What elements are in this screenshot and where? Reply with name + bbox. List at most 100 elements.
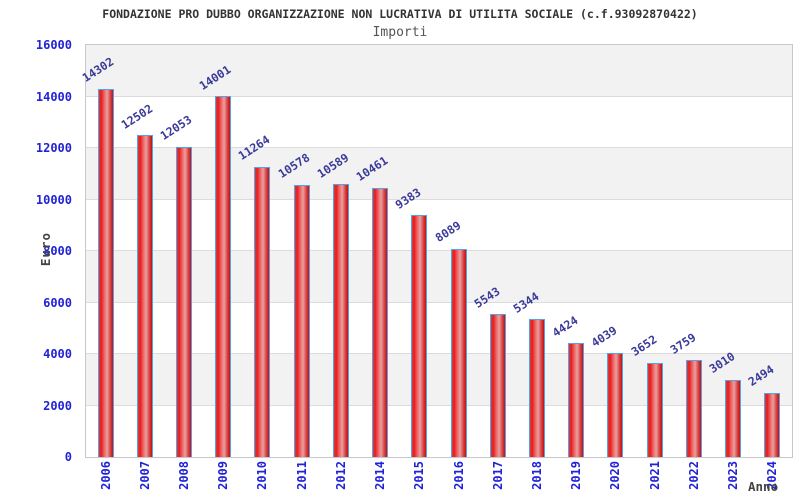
x-tick-2015: 2015: [400, 461, 439, 500]
y-axis-label: Euro: [38, 232, 53, 267]
bar-value-label: 14001: [196, 62, 234, 93]
x-tick-label: 2007: [137, 461, 152, 490]
y-tick-label: 8000: [43, 244, 72, 258]
x-tick-label: 2023: [726, 461, 741, 490]
x-tick-2008: 2008: [164, 461, 203, 500]
x-axis-ticks: 2006 2007 2008 2009 2010 2011 2012 2014 2015 2016…: [86, 461, 792, 500]
y-tick-label: 12000: [35, 141, 72, 155]
chart-subtitle: Importi: [372, 25, 428, 40]
x-tick-label: 2018: [530, 461, 545, 490]
bar-2024: [764, 392, 781, 457]
bar-slot-2018: 5344: [511, 45, 556, 457]
y-tick-label: 4000: [43, 347, 72, 361]
x-tick-label: 2008: [177, 461, 192, 490]
bar-2010: [254, 166, 271, 457]
bar-value-label: 12053: [157, 112, 195, 144]
x-tick-2009: 2009: [204, 461, 243, 500]
x-tick-2022: 2022: [674, 461, 713, 500]
bar-2022: [685, 360, 702, 457]
x-tick-label: 2009: [216, 461, 231, 490]
x-tick-label: 2020: [608, 461, 623, 490]
bar-slot-2014: 10461: [354, 45, 400, 457]
grid-band: [86, 302, 792, 354]
chart-title: FONDAZIONE PRO DUBBO ORGANIZZAZIONE NON …: [102, 7, 698, 21]
bars-container: 14302 12502 12053 14001 11264 10578 10589 10461…: [79, 45, 792, 457]
x-tick-2011: 2011: [282, 461, 321, 500]
x-tick-2012: 2012: [321, 461, 360, 500]
plot-area: 14302 12502 12053 14001 11264 10578 10589 10461…: [79, 44, 793, 458]
bar-slot-2011: 10578: [275, 45, 321, 457]
bar-slot-2016: 8089: [432, 45, 478, 457]
bar-2014: [372, 187, 389, 457]
x-tick-2010: 2010: [243, 461, 282, 500]
bar-value-label: 12502: [118, 100, 156, 132]
bar-value-label: 11264: [236, 132, 273, 164]
bar-slot-2017: 5543: [471, 45, 517, 457]
bar-slot-2006: 14302: [79, 45, 125, 457]
bar-2016: [450, 248, 467, 457]
y-tick-label: 14000: [35, 89, 72, 104]
bar-value-label: 10589: [314, 150, 352, 181]
grid-band: [86, 148, 792, 200]
bar-slot-2012: 10589: [315, 45, 360, 457]
bar-2018: [529, 319, 546, 457]
grid-band: [86, 96, 792, 148]
bar-slot-2008: 12053: [158, 45, 203, 457]
bar-2020: [607, 353, 624, 457]
bar-value-label: 10461: [353, 153, 391, 185]
grid-band: [86, 354, 792, 406]
bar-2006: [97, 88, 114, 457]
bar-2023: [725, 379, 742, 457]
x-tick-label: 2021: [647, 461, 662, 490]
bar-slot-2019: 4424: [550, 45, 596, 457]
x-tick-label: 2016: [451, 461, 466, 490]
x-tick-label: 2010: [255, 461, 270, 490]
bar-slot-2021: 3652: [628, 45, 674, 457]
x-tick-label: 2011: [294, 461, 309, 490]
grid-band: [86, 405, 792, 457]
bar-value-label: 10578: [275, 150, 313, 182]
bar-2019: [568, 343, 585, 457]
y-tick-label: 16000: [35, 38, 72, 52]
bar-2017: [489, 314, 506, 457]
bar-slot-2024: 2494: [746, 45, 792, 457]
bar-2011: [293, 184, 310, 457]
grid-band: [86, 199, 792, 251]
grid-band: [86, 251, 792, 303]
x-tick-2023: 2023: [714, 461, 753, 500]
bar-2012: [332, 184, 349, 457]
y-tick-label: 2000: [43, 398, 72, 413]
bar-2015: [411, 215, 428, 457]
x-tick-2021: 2021: [635, 461, 674, 500]
bar-slot-2007: 12502: [118, 45, 164, 457]
bar-slot-2009: 14001: [197, 45, 243, 457]
y-tick-label: 6000: [43, 295, 72, 310]
bar-2009: [215, 96, 232, 457]
bar-slot-2015: 9383: [393, 45, 439, 457]
bar-2007: [136, 135, 153, 457]
bar-slot-2020: 4039: [589, 45, 635, 457]
x-tick-2016: 2016: [439, 461, 478, 500]
x-tick-label: 2006: [98, 461, 113, 490]
bar-slot-2023: 3010: [707, 45, 753, 457]
x-tick-2014: 2014: [361, 461, 400, 500]
bar-2021: [646, 362, 663, 457]
x-tick-label: 2012: [333, 461, 348, 490]
bar-slot-2022: 3759: [668, 45, 713, 457]
x-tick-2018: 2018: [517, 461, 556, 500]
x-tick-2017: 2017: [478, 461, 517, 500]
x-tick-label: 2014: [373, 461, 388, 490]
x-tick-2020: 2020: [596, 461, 635, 500]
x-tick-label: 2015: [412, 461, 427, 490]
x-tick-label: 2019: [569, 461, 584, 490]
x-tick-label: 2022: [686, 461, 701, 490]
y-tick-label: 10000: [35, 192, 72, 207]
x-tick-2007: 2007: [125, 461, 164, 500]
grid-bands: [86, 45, 792, 457]
y-tick-label: 0: [64, 450, 72, 464]
bar-value-label: 14302: [79, 54, 116, 86]
x-tick-label: 2017: [490, 461, 505, 490]
bar-2008: [176, 146, 193, 457]
x-tick-2006: 2006: [86, 461, 125, 500]
